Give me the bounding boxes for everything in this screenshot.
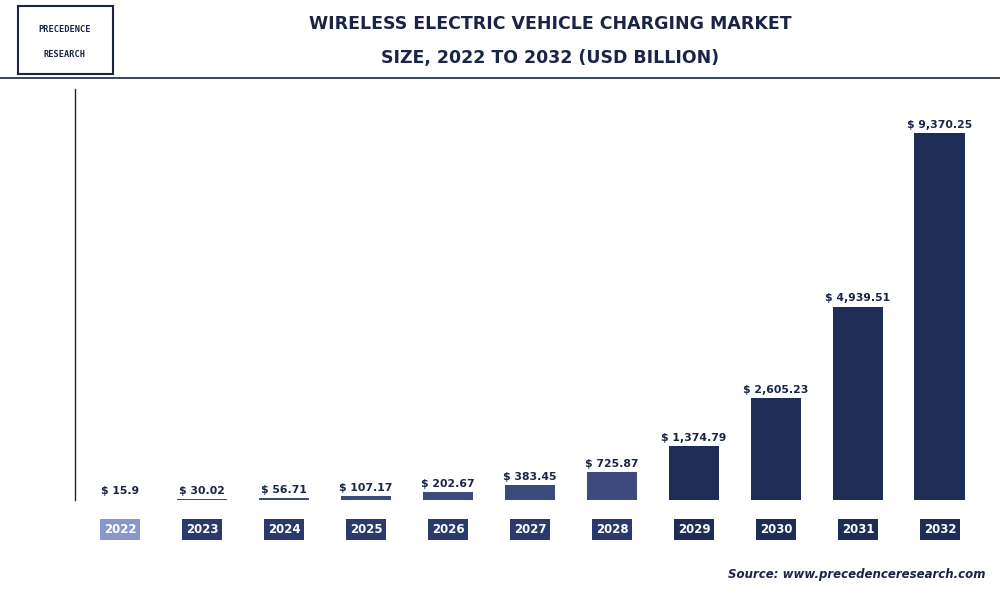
Text: 2030: 2030 [760,523,792,536]
Bar [669,446,719,500]
Text: $ 1,374.79: $ 1,374.79 [661,433,727,443]
Text: 2022: 2022 [104,523,136,536]
Text: SIZE, 2022 TO 2032 (USD BILLION): SIZE, 2022 TO 2032 (USD BILLION) [381,49,719,66]
Text: $ 202.67: $ 202.67 [421,479,475,489]
Bar [423,493,473,500]
Text: $ 725.87: $ 725.87 [585,459,639,468]
Text: $ 15.9: $ 15.9 [101,486,139,496]
Text: $ 9,370.25: $ 9,370.25 [907,120,973,130]
Text: 2032: 2032 [924,523,956,536]
Text: $ 4,939.51: $ 4,939.51 [825,294,890,303]
Text: PRECEDENCE: PRECEDENCE [39,25,91,34]
FancyBboxPatch shape [18,7,113,73]
Text: $ 107.17: $ 107.17 [339,482,393,493]
Text: 2026: 2026 [432,523,464,536]
Bar [587,472,637,500]
Text: 2031: 2031 [842,523,874,536]
Bar [259,498,309,500]
Text: $ 2,605.23: $ 2,605.23 [743,385,809,395]
Bar [341,496,391,500]
Bar [833,307,883,500]
Text: Source: www.precedenceresearch.com: Source: www.precedenceresearch.com [728,568,985,581]
Text: 2025: 2025 [350,523,382,536]
Text: $ 383.45: $ 383.45 [503,472,557,482]
Bar [751,398,801,500]
Text: $ 56.71: $ 56.71 [261,485,307,495]
Text: 2027: 2027 [514,523,546,536]
Text: 2024: 2024 [268,523,300,536]
Text: $ 30.02: $ 30.02 [179,486,225,496]
Text: RESEARCH: RESEARCH [44,50,86,59]
Text: WIRELESS ELECTRIC VEHICLE CHARGING MARKET: WIRELESS ELECTRIC VEHICLE CHARGING MARKE… [309,15,791,33]
Bar [914,133,965,500]
Text: 2029: 2029 [678,523,710,536]
Text: 2028: 2028 [596,523,628,536]
Bar [505,485,555,500]
Bar [177,499,227,500]
Text: 2023: 2023 [186,523,218,536]
